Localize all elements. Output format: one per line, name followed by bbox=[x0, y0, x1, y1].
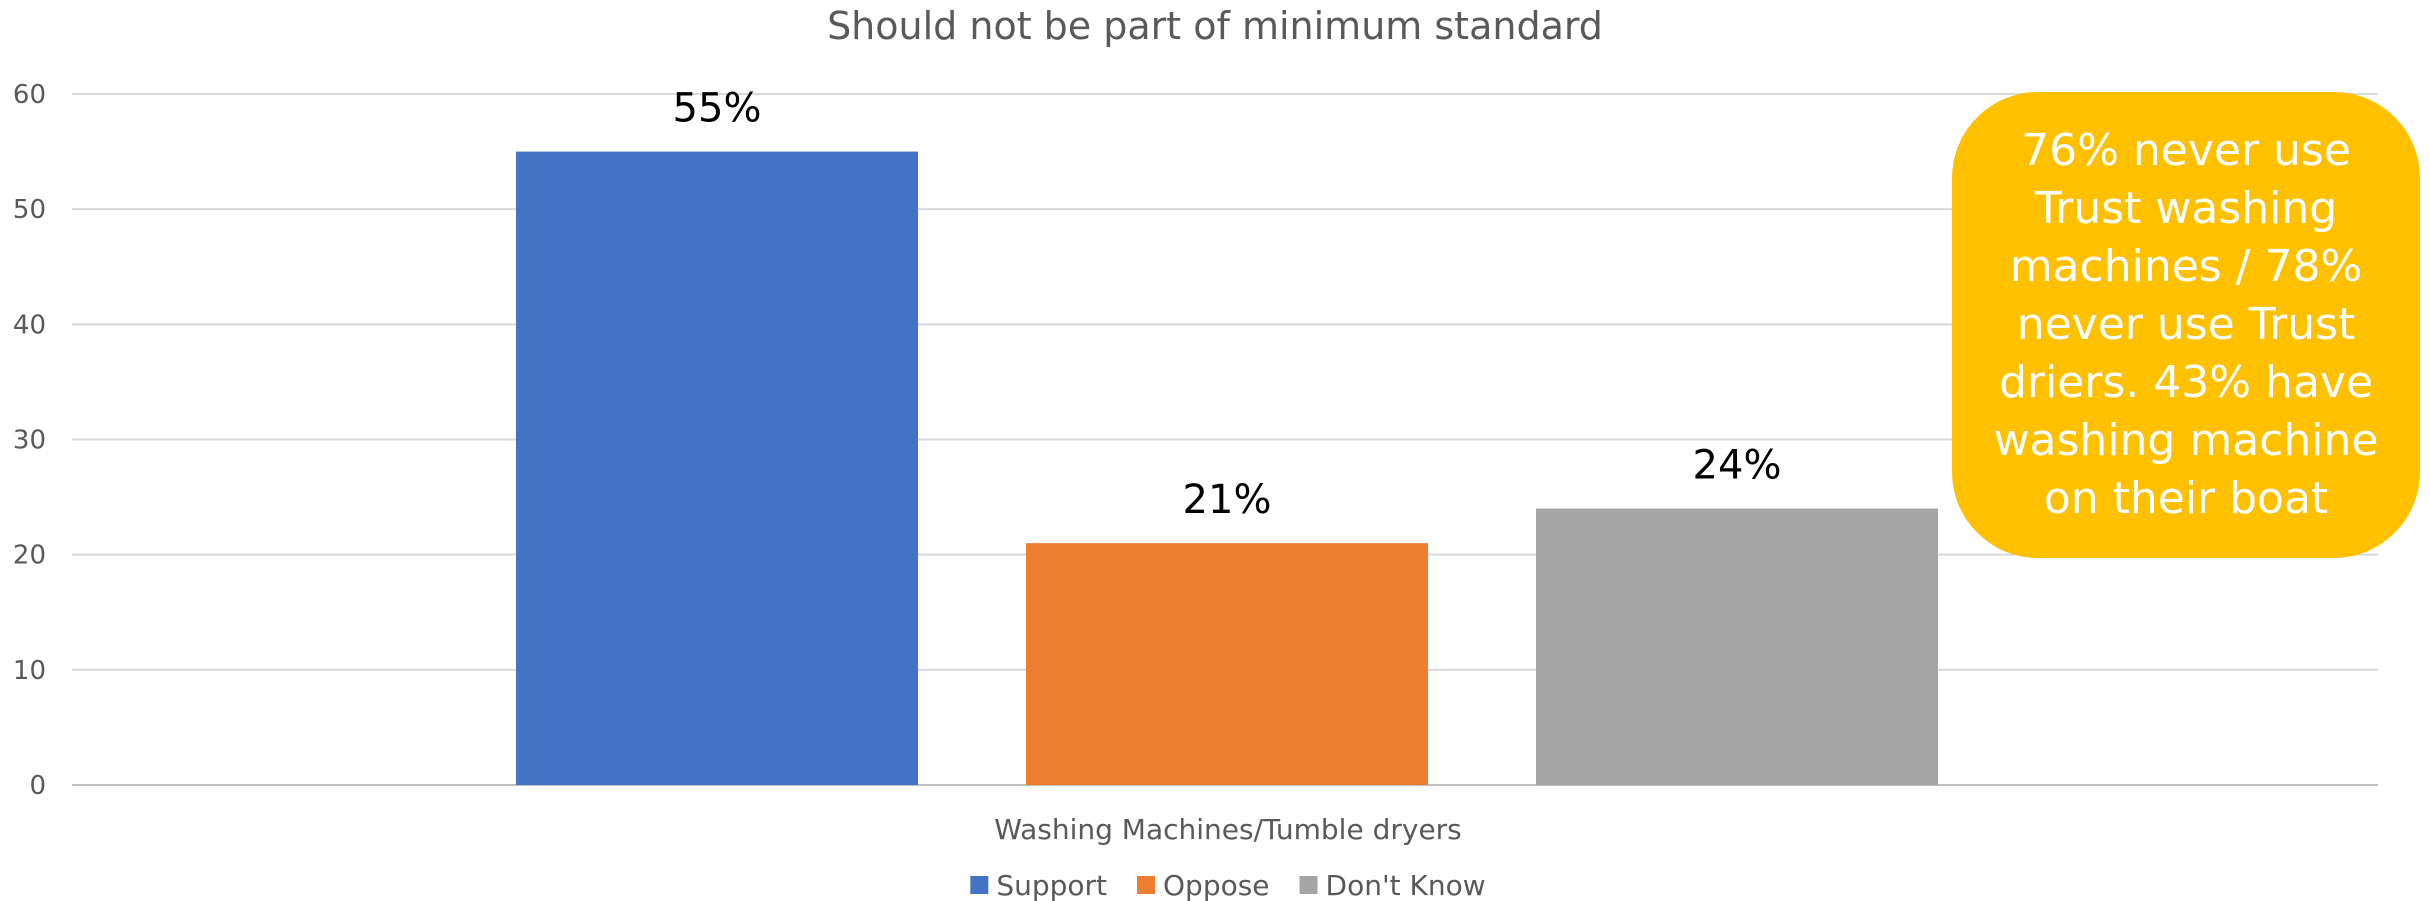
data-label: 21% bbox=[1183, 477, 1272, 523]
callout-text: 76% never use Trust washing machines / 7… bbox=[1993, 125, 2379, 524]
bars bbox=[516, 151, 1938, 786]
y-tick-label: 30 bbox=[13, 426, 46, 456]
legend-swatch bbox=[970, 876, 989, 894]
y-tick-label: 0 bbox=[29, 771, 46, 801]
data-label: 24% bbox=[1693, 443, 1782, 489]
legend: Support Oppose Don't Know bbox=[970, 869, 1486, 901]
legend-swatch bbox=[1299, 876, 1318, 894]
y-tick-label: 50 bbox=[13, 195, 46, 225]
bar-don-t-know bbox=[1536, 508, 1938, 785]
data-labels: 55% 21% 24% bbox=[673, 86, 1782, 524]
legend-label: Oppose bbox=[1163, 869, 1270, 901]
y-axis: 0 10 20 30 40 50 60 bbox=[13, 80, 46, 801]
chart-title: Should not be part of minimum standard bbox=[827, 4, 1603, 48]
bar-support bbox=[516, 151, 918, 786]
legend-label: Don't Know bbox=[1326, 869, 1486, 901]
bar-oppose bbox=[1026, 543, 1428, 785]
y-tick-label: 20 bbox=[13, 541, 46, 571]
callout-box: 76% never use Trust washing machines / 7… bbox=[1952, 92, 2420, 558]
y-tick-label: 60 bbox=[13, 80, 46, 110]
data-label: 55% bbox=[673, 86, 762, 132]
y-tick-label: 10 bbox=[13, 656, 46, 686]
x-category-label: Washing Machines/Tumble dryers bbox=[994, 813, 1462, 846]
y-tick-label: 40 bbox=[13, 310, 46, 340]
legend-swatch bbox=[1137, 876, 1155, 894]
legend-label: Support bbox=[996, 869, 1107, 901]
